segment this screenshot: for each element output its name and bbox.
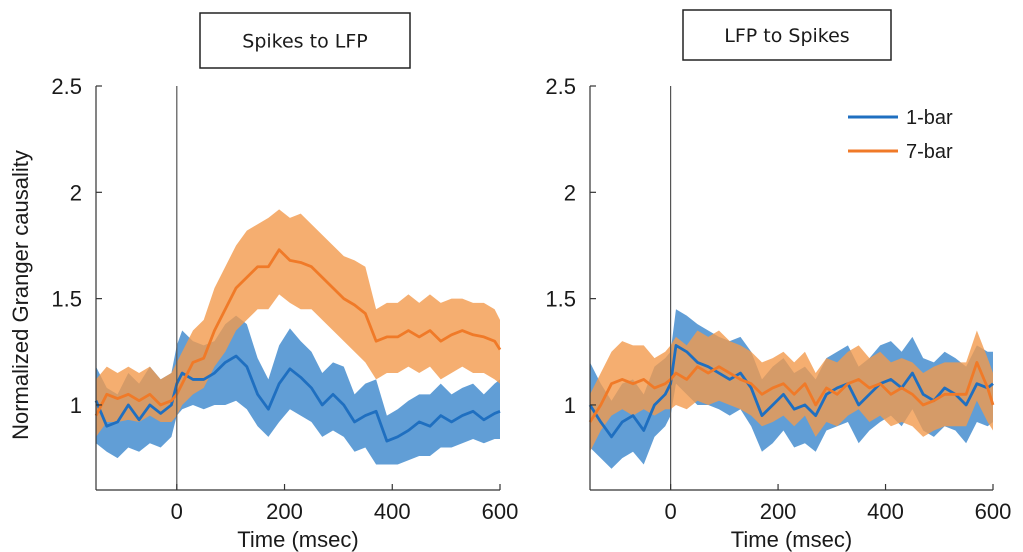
y-tick-label: 2 (70, 180, 82, 205)
y-tick-label: 1.5 (51, 287, 82, 312)
x-tick-label: 0 (664, 499, 676, 524)
chart-title: Spikes to LFP (242, 31, 367, 53)
x-tick-label: 200 (760, 499, 797, 524)
series-line-7-bar (94, 248, 502, 417)
y-tick-label: 2.5 (51, 74, 82, 99)
panel-lfp-to-spikes: LFP to Spikes 1 1.5 2 2.5 0 200 400 600 Time (mse… (545, 9, 1012, 552)
x-tick-label: 0 (171, 499, 183, 524)
x-tick-label: 400 (867, 499, 904, 524)
x-axis-label: Time (msec) (237, 527, 358, 552)
x-tick-label: 400 (374, 499, 411, 524)
x-tick-label: 200 (266, 499, 303, 524)
y-tick-label: 1 (564, 393, 576, 418)
y-axis-label: Normalized Granger causality (8, 150, 33, 440)
series-line-1-bar (94, 354, 501, 443)
legend-label-7-bar: 7-bar (906, 141, 953, 163)
x-tick-label: 600 (482, 499, 519, 524)
y-tick-label: 1.5 (545, 287, 576, 312)
title-box (682, 9, 892, 61)
panel-spikes-to-lfp: Spikes to LFP 1 1.5 2 2.5 0 200 400 600 Time (mse… (51, 12, 519, 552)
chart-title: LFP to Spikes (724, 25, 849, 47)
y-tick-label: 2 (564, 180, 576, 205)
y-tick-label: 2.5 (545, 74, 576, 99)
legend-label-1-bar: 1-bar (906, 107, 953, 129)
series-line-1-bar (588, 344, 994, 439)
series-line-7-bar (588, 361, 995, 423)
x-tick-label: 600 (975, 499, 1012, 524)
y-tick-label: 1 (70, 393, 82, 418)
y-axis-label-group: Normalized Granger causality (8, 150, 33, 440)
title-box (199, 12, 411, 69)
x-axis-label: Time (msec) (731, 527, 852, 552)
